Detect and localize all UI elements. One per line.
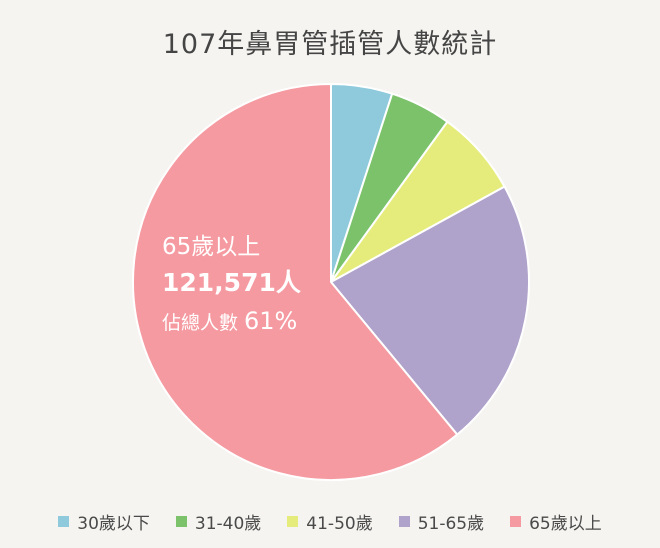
legend-item: 30歲以下: [58, 509, 150, 534]
legend-label: 51-65歲: [417, 514, 485, 534]
callout-share-value: 61%: [244, 307, 298, 335]
legend-label: 30歲以下: [77, 514, 150, 534]
legend-swatch: [398, 516, 410, 527]
legend-swatch: [175, 516, 187, 527]
legend-item: 65歲以上: [510, 509, 602, 534]
legend-item: 31-40歲: [175, 509, 262, 534]
legend-item: 41-50歲: [287, 509, 373, 534]
legend: 30歲以下 31-40歲 41-50歲 51-65歲 65歲以上: [0, 509, 660, 534]
legend-swatch: [287, 516, 299, 527]
callout-count: 121,571人: [162, 268, 301, 297]
legend-label: 41-50歲: [306, 514, 373, 534]
legend-swatch: [58, 516, 70, 527]
callout-share: 佔總人數 61%: [162, 304, 301, 340]
callout-label: 65歲以上: [162, 234, 261, 260]
pie-slice: [329, 185, 530, 436]
legend-swatch: [510, 516, 522, 527]
chart-title: 107年鼻胃管插管人數統計: [162, 29, 498, 60]
highlight-callout: 65歲以上 121,571人 佔總人數 61%: [162, 232, 301, 340]
pie-slice: [132, 82, 459, 481]
legend-label: 65歲以上: [529, 514, 602, 534]
legend-item: 51-65歲: [398, 509, 485, 534]
callout-share-prefix: 佔總人數: [162, 312, 239, 334]
legend-label: 31-40歲: [194, 514, 262, 534]
